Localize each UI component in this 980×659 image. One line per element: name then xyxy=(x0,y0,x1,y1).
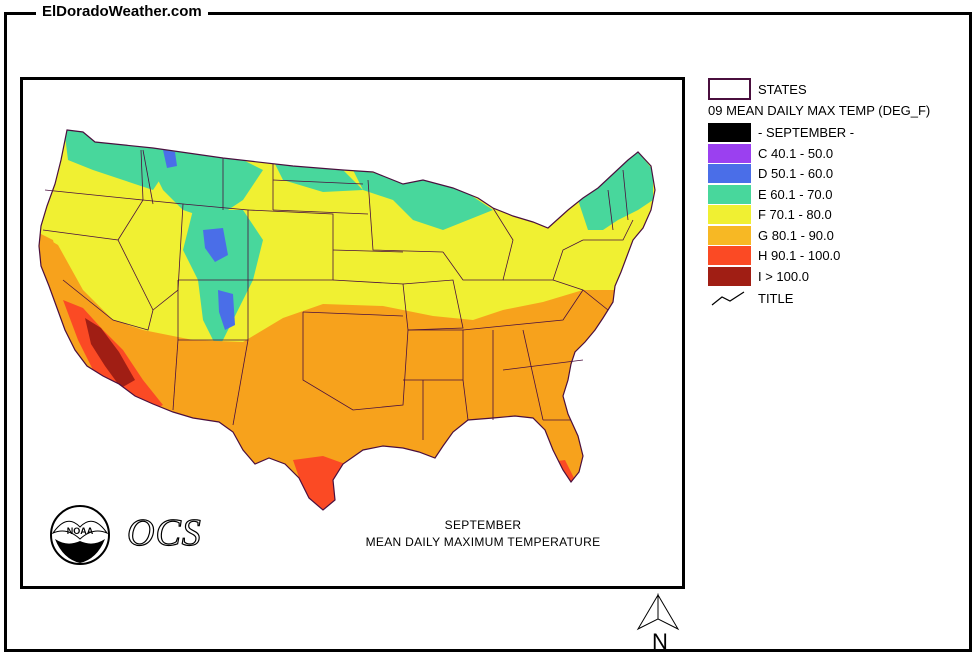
north-arrow-icon: N xyxy=(636,593,680,654)
legend-states-item[interactable]: STATES xyxy=(708,78,970,102)
us-outline xyxy=(38,129,656,511)
zone-cold-3 xyxy=(163,150,177,168)
legend-class-swatch xyxy=(708,143,751,163)
temperature-zones xyxy=(39,130,655,510)
legend-class-item[interactable]: E 60.1 - 70.0 xyxy=(708,184,970,205)
legend-class-label: F 70.1 - 80.0 xyxy=(758,207,832,222)
legend-title-item: TITLE xyxy=(708,288,970,309)
states-swatch xyxy=(708,78,751,100)
caption-line-2: MEAN DAILY MAXIMUM TEMPERATURE xyxy=(365,535,601,549)
legend-class-swatch xyxy=(708,123,751,142)
legend-class-swatch xyxy=(708,184,751,204)
legend-class-item[interactable]: F 70.1 - 80.0 xyxy=(708,204,970,225)
legend-class-label: - SEPTEMBER - xyxy=(758,125,855,140)
zone-cold-1 xyxy=(203,228,228,262)
noaa-logo-text: NOAA xyxy=(67,526,94,536)
legend-class-item[interactable]: I > 100.0 xyxy=(708,266,970,287)
ocs-logo: OCS xyxy=(126,511,202,554)
legend-class-swatch xyxy=(708,205,751,224)
north-arrow-label: N xyxy=(652,629,668,654)
state-borders xyxy=(42,149,634,440)
legend-class-item[interactable]: G 80.1 - 90.0 xyxy=(708,225,970,246)
zone-cold-2 xyxy=(218,290,235,330)
temperature-map xyxy=(38,129,656,511)
legend-class-label: G 80.1 - 90.0 xyxy=(758,227,834,243)
noaa-logo-icon: NOAA xyxy=(50,505,110,565)
legend-class-label: E 60.1 - 70.0 xyxy=(758,186,833,202)
legend-class-swatch xyxy=(708,266,751,286)
map-legend: STATES 09 MEAN DAILY MAX TEMP (DEG_F) - … xyxy=(708,78,970,309)
legend-class-item[interactable]: - SEPTEMBER - xyxy=(708,122,970,143)
legend-class-item[interactable]: C 40.1 - 50.0 xyxy=(708,143,970,164)
page-frame xyxy=(4,12,972,652)
legend-class-label: H 90.1 - 100.0 xyxy=(758,248,841,263)
zone-cool-new-england xyxy=(578,152,653,230)
legend-class-label: D 50.1 - 60.0 xyxy=(758,166,834,181)
zone-hot-south-texas xyxy=(293,456,348,510)
caption-line-1: SEPTEMBER xyxy=(444,518,522,532)
legend-class-swatch xyxy=(708,246,751,265)
legend-class-label: I > 100.0 xyxy=(758,268,809,284)
title-line-icon xyxy=(711,291,745,306)
legend-layer-title: 09 MEAN DAILY MAX TEMP (DEG_F) xyxy=(708,103,931,118)
zone-very-hot xyxy=(85,318,135,388)
legend-class-swatch xyxy=(708,164,751,183)
legend-class-item[interactable]: D 50.1 - 60.0 xyxy=(708,163,970,184)
legend-class-swatch xyxy=(708,225,751,245)
zone-cool-great-lakes xyxy=(353,170,493,230)
zone-cool-north-plains xyxy=(273,160,363,192)
map-panel: NOAA OCS SEPTEMBER MEAN DAILY MAXIMUM TE… xyxy=(20,77,685,589)
legend-states-label: STATES xyxy=(758,82,807,97)
legend-title-label: TITLE xyxy=(758,291,794,306)
site-title[interactable]: ElDoradoWeather.com xyxy=(36,2,208,22)
legend-classes: - SEPTEMBER - C 40.1 - 50.0 D 50.1 - 60.0 E… xyxy=(708,122,970,286)
map-caption: SEPTEMBER MEAN DAILY MAXIMUM TEMPERATURE xyxy=(333,517,633,551)
legend-class-item[interactable]: H 90.1 - 100.0 xyxy=(708,245,970,266)
legend-class-label: C 40.1 - 50.0 xyxy=(758,145,834,161)
